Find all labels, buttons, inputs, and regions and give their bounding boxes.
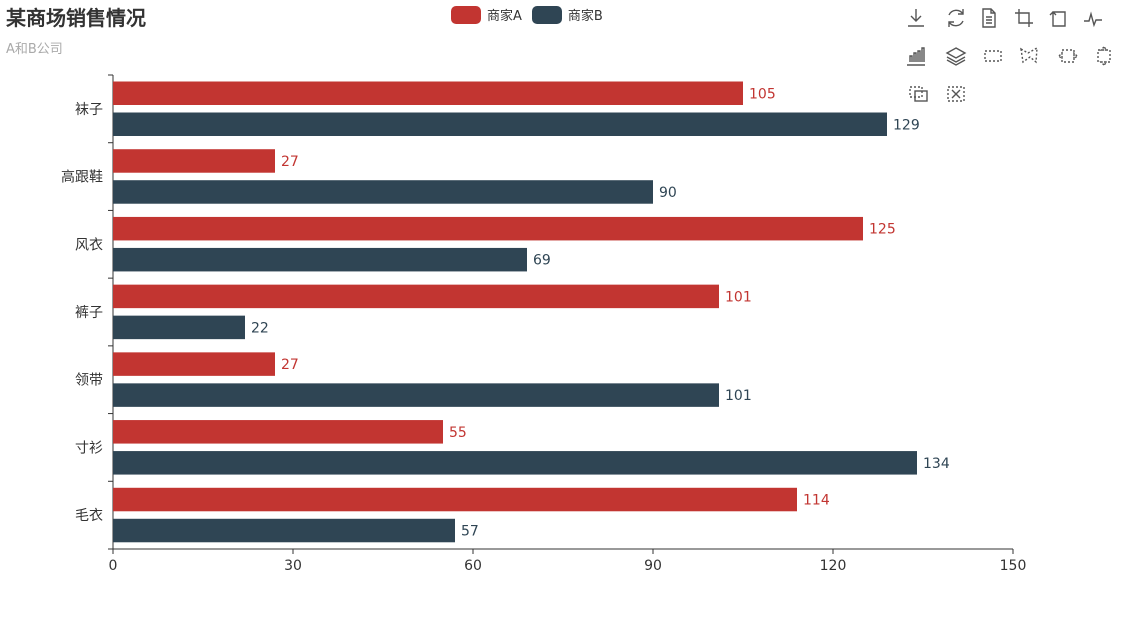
legend-item-series-a[interactable]: 商家A (451, 5, 522, 24)
data-label-series-a: 101 (725, 289, 752, 305)
y-tick-label: 领带 (75, 373, 103, 389)
legend-label-series-a: 商家A (487, 9, 522, 24)
bar-series-a (113, 149, 275, 173)
bar-series-a (113, 352, 275, 376)
legend-swatch-series-a (451, 5, 481, 24)
bar-series-a (113, 284, 719, 309)
bar-series-a (113, 420, 443, 444)
chart-subtitle: A和B公司 (6, 42, 63, 57)
x-tick-label: 90 (644, 558, 662, 574)
line-y-select-icon[interactable] (1092, 44, 1116, 68)
rect-select-icon[interactable] (981, 44, 1005, 68)
bar-chart-icon[interactable] (904, 44, 928, 68)
data-view-icon[interactable] (977, 6, 1001, 30)
data-label-series-a: 114 (803, 493, 830, 509)
legend-swatch-series-b (531, 5, 562, 24)
data-label-series-b: 69 (533, 253, 551, 269)
bar-series-b (113, 383, 719, 407)
bar-series-a (113, 487, 797, 512)
y-tick-label: 寸衫 (75, 440, 103, 456)
data-label-series-b: 134 (923, 456, 950, 472)
data-label-series-a: 55 (449, 425, 467, 441)
x-tick-label: 120 (820, 558, 847, 574)
legend-item-series-b[interactable]: 商家B (531, 5, 603, 24)
y-tick-label: 高跟鞋 (61, 169, 103, 186)
bar-series-b (113, 247, 527, 272)
y-tick-label: 毛衣 (75, 508, 103, 524)
line-chart-icon[interactable] (1081, 6, 1105, 30)
data-label-series-b: 101 (725, 388, 752, 404)
line-x-select-icon[interactable] (1056, 44, 1080, 68)
data-label-series-a: 125 (869, 222, 896, 238)
legend: 商家A 商家B (451, 5, 613, 24)
chart-title: 某商场销售情况 (6, 6, 146, 30)
bar-series-b (113, 180, 653, 204)
bar-series-b (113, 518, 455, 543)
data-label-series-b: 22 (251, 320, 269, 336)
clear-select-icon[interactable] (944, 82, 968, 106)
stack-icon[interactable] (944, 44, 968, 68)
refresh-icon[interactable] (944, 6, 968, 30)
legend-label-series-b: 商家B (567, 9, 603, 24)
data-label-series-b: 90 (659, 185, 677, 201)
data-label-series-a: 105 (749, 86, 776, 102)
data-label-series-b: 129 (893, 117, 920, 133)
x-tick-label: 60 (464, 558, 482, 574)
data-label-series-a: 27 (281, 154, 299, 170)
bar-series-a (113, 216, 863, 241)
bar-series-b (113, 112, 887, 136)
keep-select-icon[interactable] (907, 82, 931, 106)
bar-series-a (113, 81, 743, 105)
zoom-reset-icon[interactable] (1046, 6, 1070, 30)
download-icon[interactable] (904, 6, 928, 30)
bar-series-b (113, 451, 917, 475)
y-tick-label: 裤子 (75, 305, 103, 321)
x-tick-label: 150 (1000, 558, 1027, 574)
data-label-series-a: 27 (281, 357, 299, 373)
bar-series-b (113, 315, 245, 340)
x-tick-label: 30 (284, 558, 302, 574)
y-tick-label: 风衣 (75, 237, 103, 253)
data-label-series-b: 57 (461, 524, 479, 540)
zoom-icon[interactable] (1012, 6, 1036, 30)
polygon-select-icon[interactable] (1018, 44, 1042, 68)
x-tick-label: 0 (109, 558, 118, 574)
y-tick-label: 袜子 (75, 102, 103, 118)
